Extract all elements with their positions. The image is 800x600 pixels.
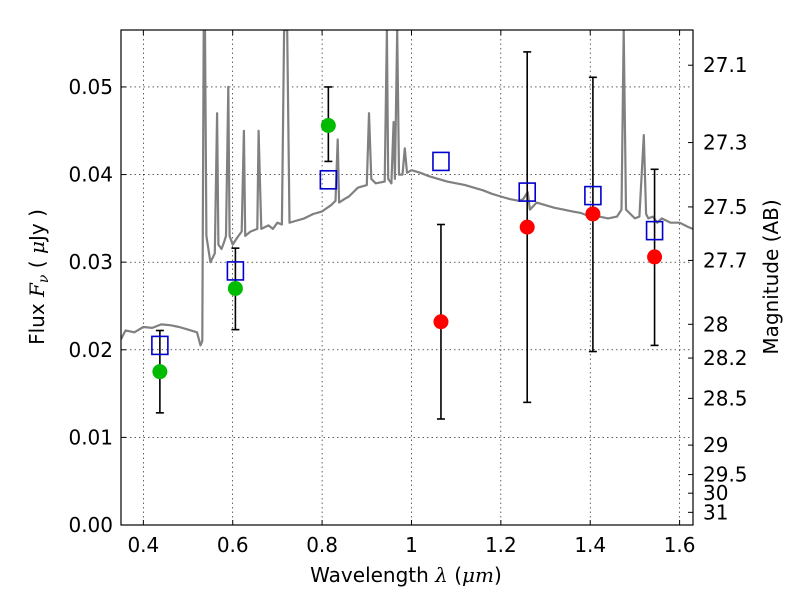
y2-tick-label: 28 <box>703 312 728 336</box>
model-photometry-marker <box>151 335 169 356</box>
detection-marker <box>320 117 336 133</box>
y-tick-label: 0.04 <box>68 163 113 187</box>
ticks: 0.4 0.6 0.8 1 1.2 1.4 1.6 0.00 0.01 0.02 0.03 0.04 0… <box>68 30 748 557</box>
y-axis-label: Flux Fν ( μJy ) <box>25 209 52 345</box>
y2-tick-label: 28.5 <box>703 386 748 410</box>
y-tick-label: 0.01 <box>68 425 113 449</box>
y2-tick-label: 29.5 <box>703 463 748 487</box>
y2-tick-label: 30 <box>703 481 728 505</box>
y2-tick-label: 27.1 <box>703 53 748 77</box>
y-tick-label: 0.03 <box>68 250 113 274</box>
y2-tick-label: 27.7 <box>703 248 748 272</box>
y-tick-label: 0.02 <box>68 338 113 362</box>
plot-frame <box>120 29 694 526</box>
x-tick-label: 1 <box>405 533 418 557</box>
model-photometry-marker <box>226 261 245 281</box>
y2-tick-label: 31 <box>703 500 728 524</box>
x-tick-label: 1.6 <box>664 533 696 557</box>
low-sn-marker <box>585 206 601 222</box>
y2-tick-label: 27.5 <box>703 195 748 219</box>
y2-tick-label: 29 <box>703 433 728 457</box>
y2-tick-label: 28.2 <box>703 346 748 370</box>
y2-axis-label: Magnitude (AB) <box>759 199 783 354</box>
model-photometry-marker <box>518 182 537 202</box>
detection-marker <box>227 280 243 296</box>
model-photometry-marker <box>584 185 602 206</box>
y-tick-label: 0.00 <box>68 513 113 537</box>
detection-marker <box>152 364 168 380</box>
x-tick-label: 0.8 <box>306 533 338 557</box>
model-photometry-marker <box>645 220 664 241</box>
x-tick-label: 0.4 <box>127 533 159 557</box>
low-sn-marker <box>433 314 449 330</box>
y-tick-label: 0.05 <box>68 75 113 99</box>
model-photometry-marker <box>319 170 338 190</box>
x-tick-label: 0.6 <box>217 533 249 557</box>
low-sn-marker <box>519 219 535 235</box>
model-photometry-marker <box>432 151 450 172</box>
x-tick-label: 1.4 <box>574 533 606 557</box>
x-tick-label: 1.2 <box>485 533 517 557</box>
marker-layer <box>151 117 664 380</box>
x-axis-label: Wavelength λ (μm) <box>310 563 502 587</box>
y2-tick-label: 27.3 <box>703 131 748 155</box>
low-sn-marker <box>647 249 663 265</box>
